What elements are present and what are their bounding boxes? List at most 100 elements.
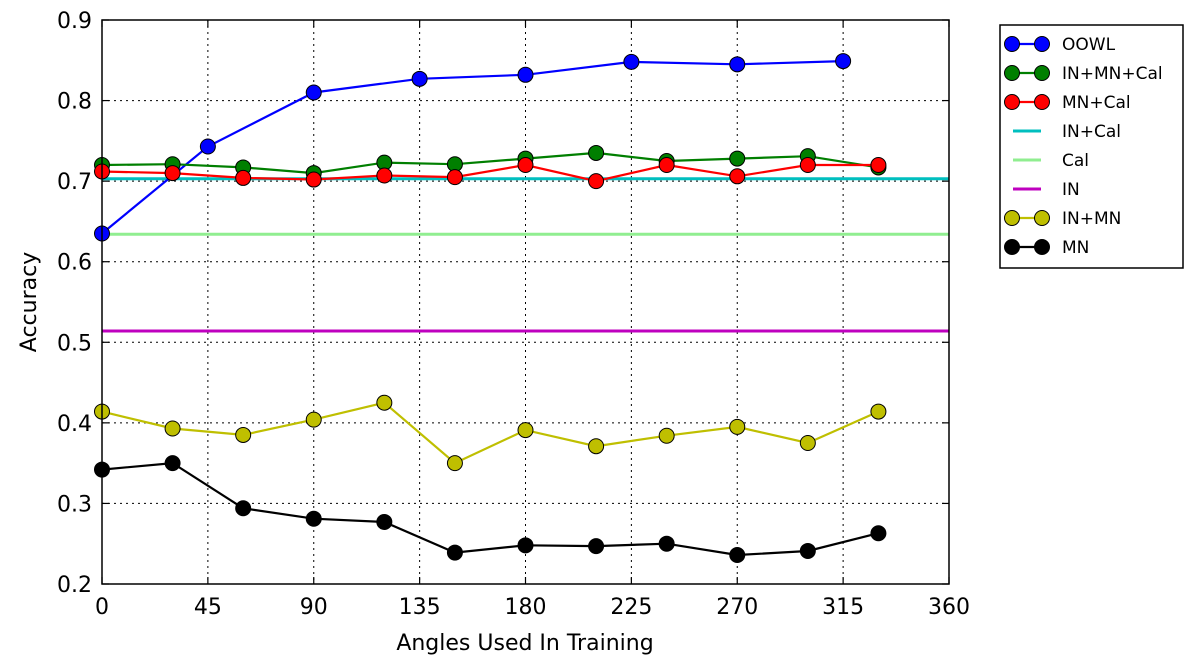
data-point-mn: [799, 542, 816, 559]
data-point-mn-cal: [164, 165, 181, 182]
data-point-mn: [729, 546, 746, 563]
grid: [102, 20, 949, 584]
legend-item-in-mn-cal: IN+MN+Cal: [1004, 64, 1163, 84]
legend-frame: [999, 24, 1184, 269]
x-tick-label: 315: [822, 595, 864, 620]
series-in-mn: [94, 394, 887, 472]
data-point-in-mn: [658, 427, 675, 444]
data-point-mn: [658, 535, 675, 552]
legend-label: OOWL: [1062, 35, 1116, 55]
data-point-in-mn-cal: [729, 150, 746, 167]
data-point-oowl: [623, 53, 640, 70]
series-layer: [94, 53, 949, 563]
data-point-mn: [870, 525, 887, 542]
legend-label: IN+MN+Cal: [1062, 64, 1163, 84]
data-point-mn: [305, 510, 322, 527]
x-tick-label: 360: [928, 595, 970, 620]
series-line-oowl: [101, 60, 844, 235]
legend-item-in-mn: IN+MN: [1004, 209, 1121, 229]
ticks: 0 45 90 135 180 225 270 315 360 0.2 0.3 0.4 0.5 0.6 0.…: [57, 9, 970, 620]
data-point-in-mn: [870, 403, 887, 420]
legend-label: IN: [1062, 180, 1080, 200]
data-point-in-mn: [799, 435, 816, 451]
legend-marker: [1034, 239, 1050, 255]
series-line-mn-cal: [101, 163, 879, 183]
data-point-mn-cal: [517, 157, 534, 174]
data-point-in-mn: [164, 420, 181, 437]
data-point-mn-cal: [588, 173, 605, 190]
y-tick-label: 0.9: [57, 9, 92, 34]
data-point-in-mn: [729, 418, 746, 435]
y-tick-label: 0.8: [57, 90, 92, 115]
legend-marker: [1004, 94, 1020, 110]
data-point-mn-cal: [235, 169, 252, 186]
legend-item-oowl: OOWL: [1004, 35, 1116, 55]
legend-marker: [1034, 210, 1050, 226]
series-line-in-mn: [101, 401, 879, 465]
data-point-oowl: [835, 53, 852, 70]
legend-marker: [1004, 210, 1020, 226]
data-point-in-mn: [305, 411, 322, 428]
data-point-oowl: [411, 70, 428, 87]
x-tick-label: 270: [716, 595, 758, 620]
data-point-mn-cal: [376, 167, 393, 184]
data-point-mn-cal: [729, 168, 746, 185]
data-point-in-mn-cal: [588, 144, 605, 161]
data-point-in-mn: [376, 394, 393, 411]
data-point-mn-cal: [658, 157, 675, 174]
data-point-mn: [235, 500, 252, 517]
series-line-in-mn-cal: [101, 151, 879, 175]
legend-marker: [1004, 239, 1020, 255]
legend-marker: [1004, 65, 1020, 81]
data-point-in-mn: [235, 426, 252, 443]
data-point-mn-cal: [870, 157, 887, 174]
x-tick-label: 225: [610, 595, 652, 620]
data-point-in-mn: [588, 438, 605, 455]
x-tick-label: 135: [399, 595, 441, 620]
legend-label: MN: [1062, 238, 1089, 258]
data-point-oowl: [199, 138, 216, 155]
x-tick-label: 90: [300, 595, 328, 620]
data-point-mn: [376, 513, 393, 530]
legend-marker: [1034, 36, 1050, 52]
data-point-mn: [164, 455, 181, 472]
x-tick-label: 180: [505, 595, 547, 620]
series-mn: [94, 455, 887, 563]
y-tick-label: 0.7: [57, 170, 92, 195]
legend-item-mn: MN: [1004, 238, 1089, 258]
y-tick-label: 0.5: [57, 331, 92, 356]
data-point-in-mn: [517, 422, 534, 439]
series-mn-cal: [94, 157, 887, 190]
y-tick-label: 0.6: [57, 251, 92, 276]
data-point-mn-cal: [446, 169, 463, 186]
y-tick-label: 0.2: [57, 573, 92, 598]
series-oowl: [94, 53, 852, 242]
legend-marker: [1004, 36, 1020, 52]
legend-marker: [1034, 65, 1050, 81]
y-tick-label: 0.3: [57, 492, 92, 517]
legend-marker: [1034, 94, 1050, 110]
legend-item-cal: Cal: [1013, 151, 1089, 171]
y-axis-title: Accuracy: [17, 252, 42, 352]
legend-label: IN+Cal: [1062, 122, 1121, 142]
x-tick-label: 45: [194, 595, 222, 620]
legend-item-mn-cal: MN+Cal: [1004, 93, 1131, 113]
y-tick-label: 0.4: [57, 412, 92, 437]
legend: OOWL IN+MN+Cal MN+Cal IN+Cal Cal IN IN+MN MN: [999, 24, 1184, 269]
data-point-mn: [588, 538, 605, 555]
legend-label: IN+MN: [1062, 209, 1121, 229]
data-point-mn: [446, 544, 463, 561]
legend-item-in-cal: IN+Cal: [1013, 122, 1121, 142]
legend-label: MN+Cal: [1062, 93, 1131, 113]
legend-label: Cal: [1062, 151, 1089, 171]
x-tick-label: 0: [95, 595, 109, 620]
data-point-mn-cal: [305, 171, 322, 188]
data-point-oowl: [517, 66, 534, 83]
data-point-in-mn: [446, 455, 463, 472]
data-point-mn: [517, 537, 534, 554]
x-axis-title: Angles Used In Training: [396, 631, 653, 656]
data-point-mn-cal: [799, 157, 816, 174]
data-point-oowl: [729, 56, 746, 73]
legend-item-in: IN: [1013, 180, 1080, 200]
